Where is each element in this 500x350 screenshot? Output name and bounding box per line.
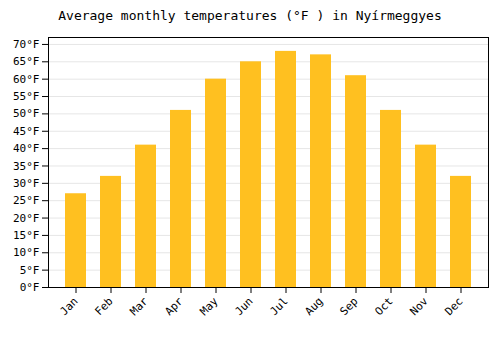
svg-text:Jan: Jan — [57, 295, 80, 318]
svg-text:15°F: 15°F — [13, 229, 40, 242]
svg-text:35°F: 35°F — [13, 159, 40, 172]
svg-text:25°F: 25°F — [13, 194, 40, 207]
svg-text:Mar: Mar — [127, 294, 151, 318]
svg-text:Oct: Oct — [372, 295, 395, 318]
svg-text:Jun: Jun — [232, 295, 255, 318]
svg-text:30°F: 30°F — [13, 177, 40, 190]
svg-text:Dec: Dec — [442, 295, 465, 318]
svg-text:May: May — [197, 294, 221, 318]
svg-text:Jul: Jul — [267, 295, 290, 318]
svg-text:60°F: 60°F — [13, 73, 40, 86]
svg-text:55°F: 55°F — [13, 90, 40, 103]
svg-text:Sep: Sep — [337, 295, 360, 318]
svg-text:70°F: 70°F — [13, 38, 40, 51]
svg-text:50°F: 50°F — [13, 107, 40, 120]
svg-text:20°F: 20°F — [13, 212, 40, 225]
html-text:Average monthly temperatures (: Average monthly temperatures (°F ) in Ny… — [58, 8, 442, 23]
svg-text:45°F: 45°F — [13, 125, 40, 138]
svg-text:Apr: Apr — [162, 294, 186, 318]
svg-text:5°F: 5°F — [20, 264, 40, 277]
svg-text:Nov: Nov — [407, 294, 431, 318]
svg-text:40°F: 40°F — [13, 142, 40, 155]
svg-text:Feb: Feb — [92, 295, 115, 318]
svg-text:65°F: 65°F — [13, 55, 40, 68]
svg-text:10°F: 10°F — [13, 246, 40, 259]
svg-text:0°F: 0°F — [20, 281, 40, 294]
svg-text:Aug: Aug — [302, 295, 325, 318]
